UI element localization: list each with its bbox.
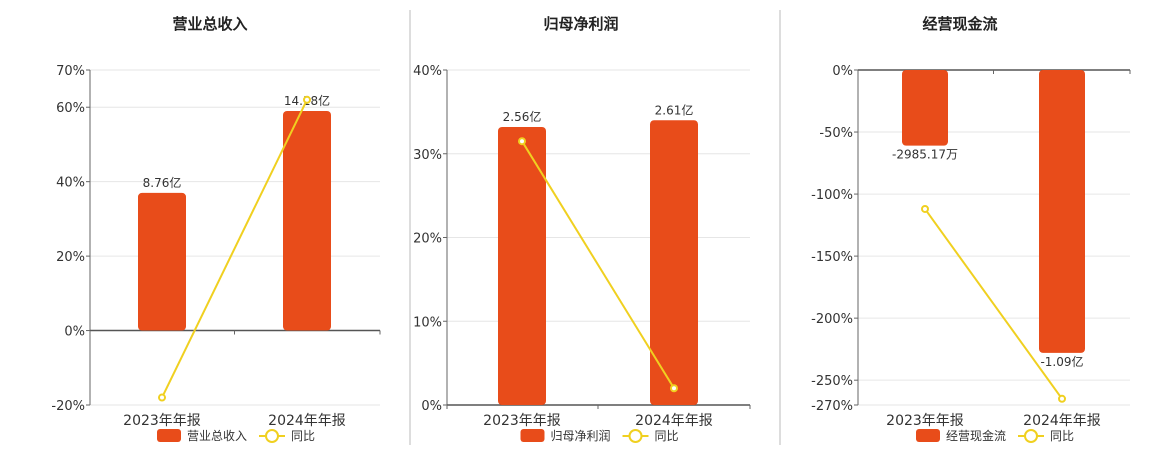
line-point: [158, 393, 166, 402]
y-tick-label: 10%: [413, 315, 442, 330]
legend-line-marker: [265, 429, 279, 443]
line-point: [303, 95, 311, 104]
y-tick-label: -200%: [811, 312, 853, 327]
legend: 经营现金流 同比: [916, 428, 1074, 443]
line-point: [921, 204, 929, 213]
y-tick-label: -100%: [811, 188, 853, 203]
legend-bar-label: 经营现金流: [946, 428, 1006, 443]
y-tick-label: 30%: [413, 148, 442, 163]
y-tick-label: 40%: [413, 64, 442, 79]
y-tick-label: 0%: [64, 325, 85, 340]
legend-bar-label: 营业总收入: [187, 429, 247, 443]
chart-title: 归母净利润: [543, 15, 618, 33]
y-tick-label: -20%: [51, 399, 85, 414]
chart-panel-3: 经营现金流 0% -50% -100% -150% -200% -250% -270% -298…: [811, 15, 1131, 443]
bar: [498, 126, 546, 405]
bar: [902, 70, 948, 146]
y-tick-label: -270%: [811, 399, 853, 414]
line-point: [1058, 394, 1066, 403]
bar-data-label: -2985.17万: [892, 148, 958, 162]
legend-bar-swatch: [157, 429, 181, 442]
y-tick-label: -250%: [811, 374, 853, 389]
chart-title: 经营现金流: [922, 15, 997, 33]
y-tick-label: 20%: [413, 232, 442, 247]
y-tick-label: 0%: [832, 64, 853, 79]
y-tick-label: 70%: [56, 64, 85, 79]
bar-data-label: 2.56亿: [503, 109, 542, 124]
bar-data-label: 2.61亿: [655, 102, 694, 117]
x-tick-label: 2024年年报: [268, 413, 346, 429]
line-point: [518, 137, 526, 146]
bar: [650, 120, 698, 405]
legend-bar-swatch: [520, 429, 545, 442]
x-tick-label: 2023年年报: [886, 413, 964, 429]
legend: 营业总收入 同比: [157, 429, 315, 443]
line-series-yoy: [924, 208, 1063, 400]
x-tick-label: 2024年年报: [1023, 413, 1101, 429]
legend-line-label: 同比: [1050, 429, 1074, 443]
legend-line-marker: [628, 429, 643, 443]
x-tick-label: 2024年年报: [635, 413, 713, 429]
y-tick-label: -50%: [819, 126, 853, 141]
line-series-yoy: [521, 140, 675, 389]
legend-line-marker: [1024, 429, 1038, 443]
chart-panel-1: 营业总收入70%60%40%20%0%-20%8.76亿14.18亿2023年年…: [51, 15, 381, 443]
legend-line-label: 同比: [655, 429, 679, 443]
bar-data-label: -1.09亿: [1040, 354, 1083, 369]
y-tick-label: 60%: [56, 101, 85, 116]
y-tick-label: 40%: [56, 176, 85, 191]
x-tick-label: 2023年年报: [483, 413, 561, 429]
chart-title: 营业总收入: [172, 15, 247, 33]
legend: 归母净利润 同比: [520, 429, 679, 443]
bar: [283, 110, 331, 331]
y-tick-label: -150%: [811, 250, 853, 265]
legend-bar-swatch: [916, 429, 940, 442]
line-point: [670, 384, 678, 393]
chart-panel-2: 归母净利润 40% 30% 20% 10% 0% 2.56亿 2.61亿 2023年年报 2024…: [413, 15, 751, 443]
y-tick-label: 20%: [56, 250, 85, 265]
bar: [138, 192, 186, 331]
legend-bar-label: 归母净利润: [551, 429, 611, 443]
line-series-yoy: [161, 99, 308, 398]
y-tick-label: 0%: [421, 399, 442, 414]
x-tick-label: 2023年年报: [123, 413, 201, 429]
bar: [1039, 70, 1085, 353]
legend-line-label: 同比: [291, 429, 315, 443]
bar-data-label: 8.76亿: [143, 175, 182, 190]
